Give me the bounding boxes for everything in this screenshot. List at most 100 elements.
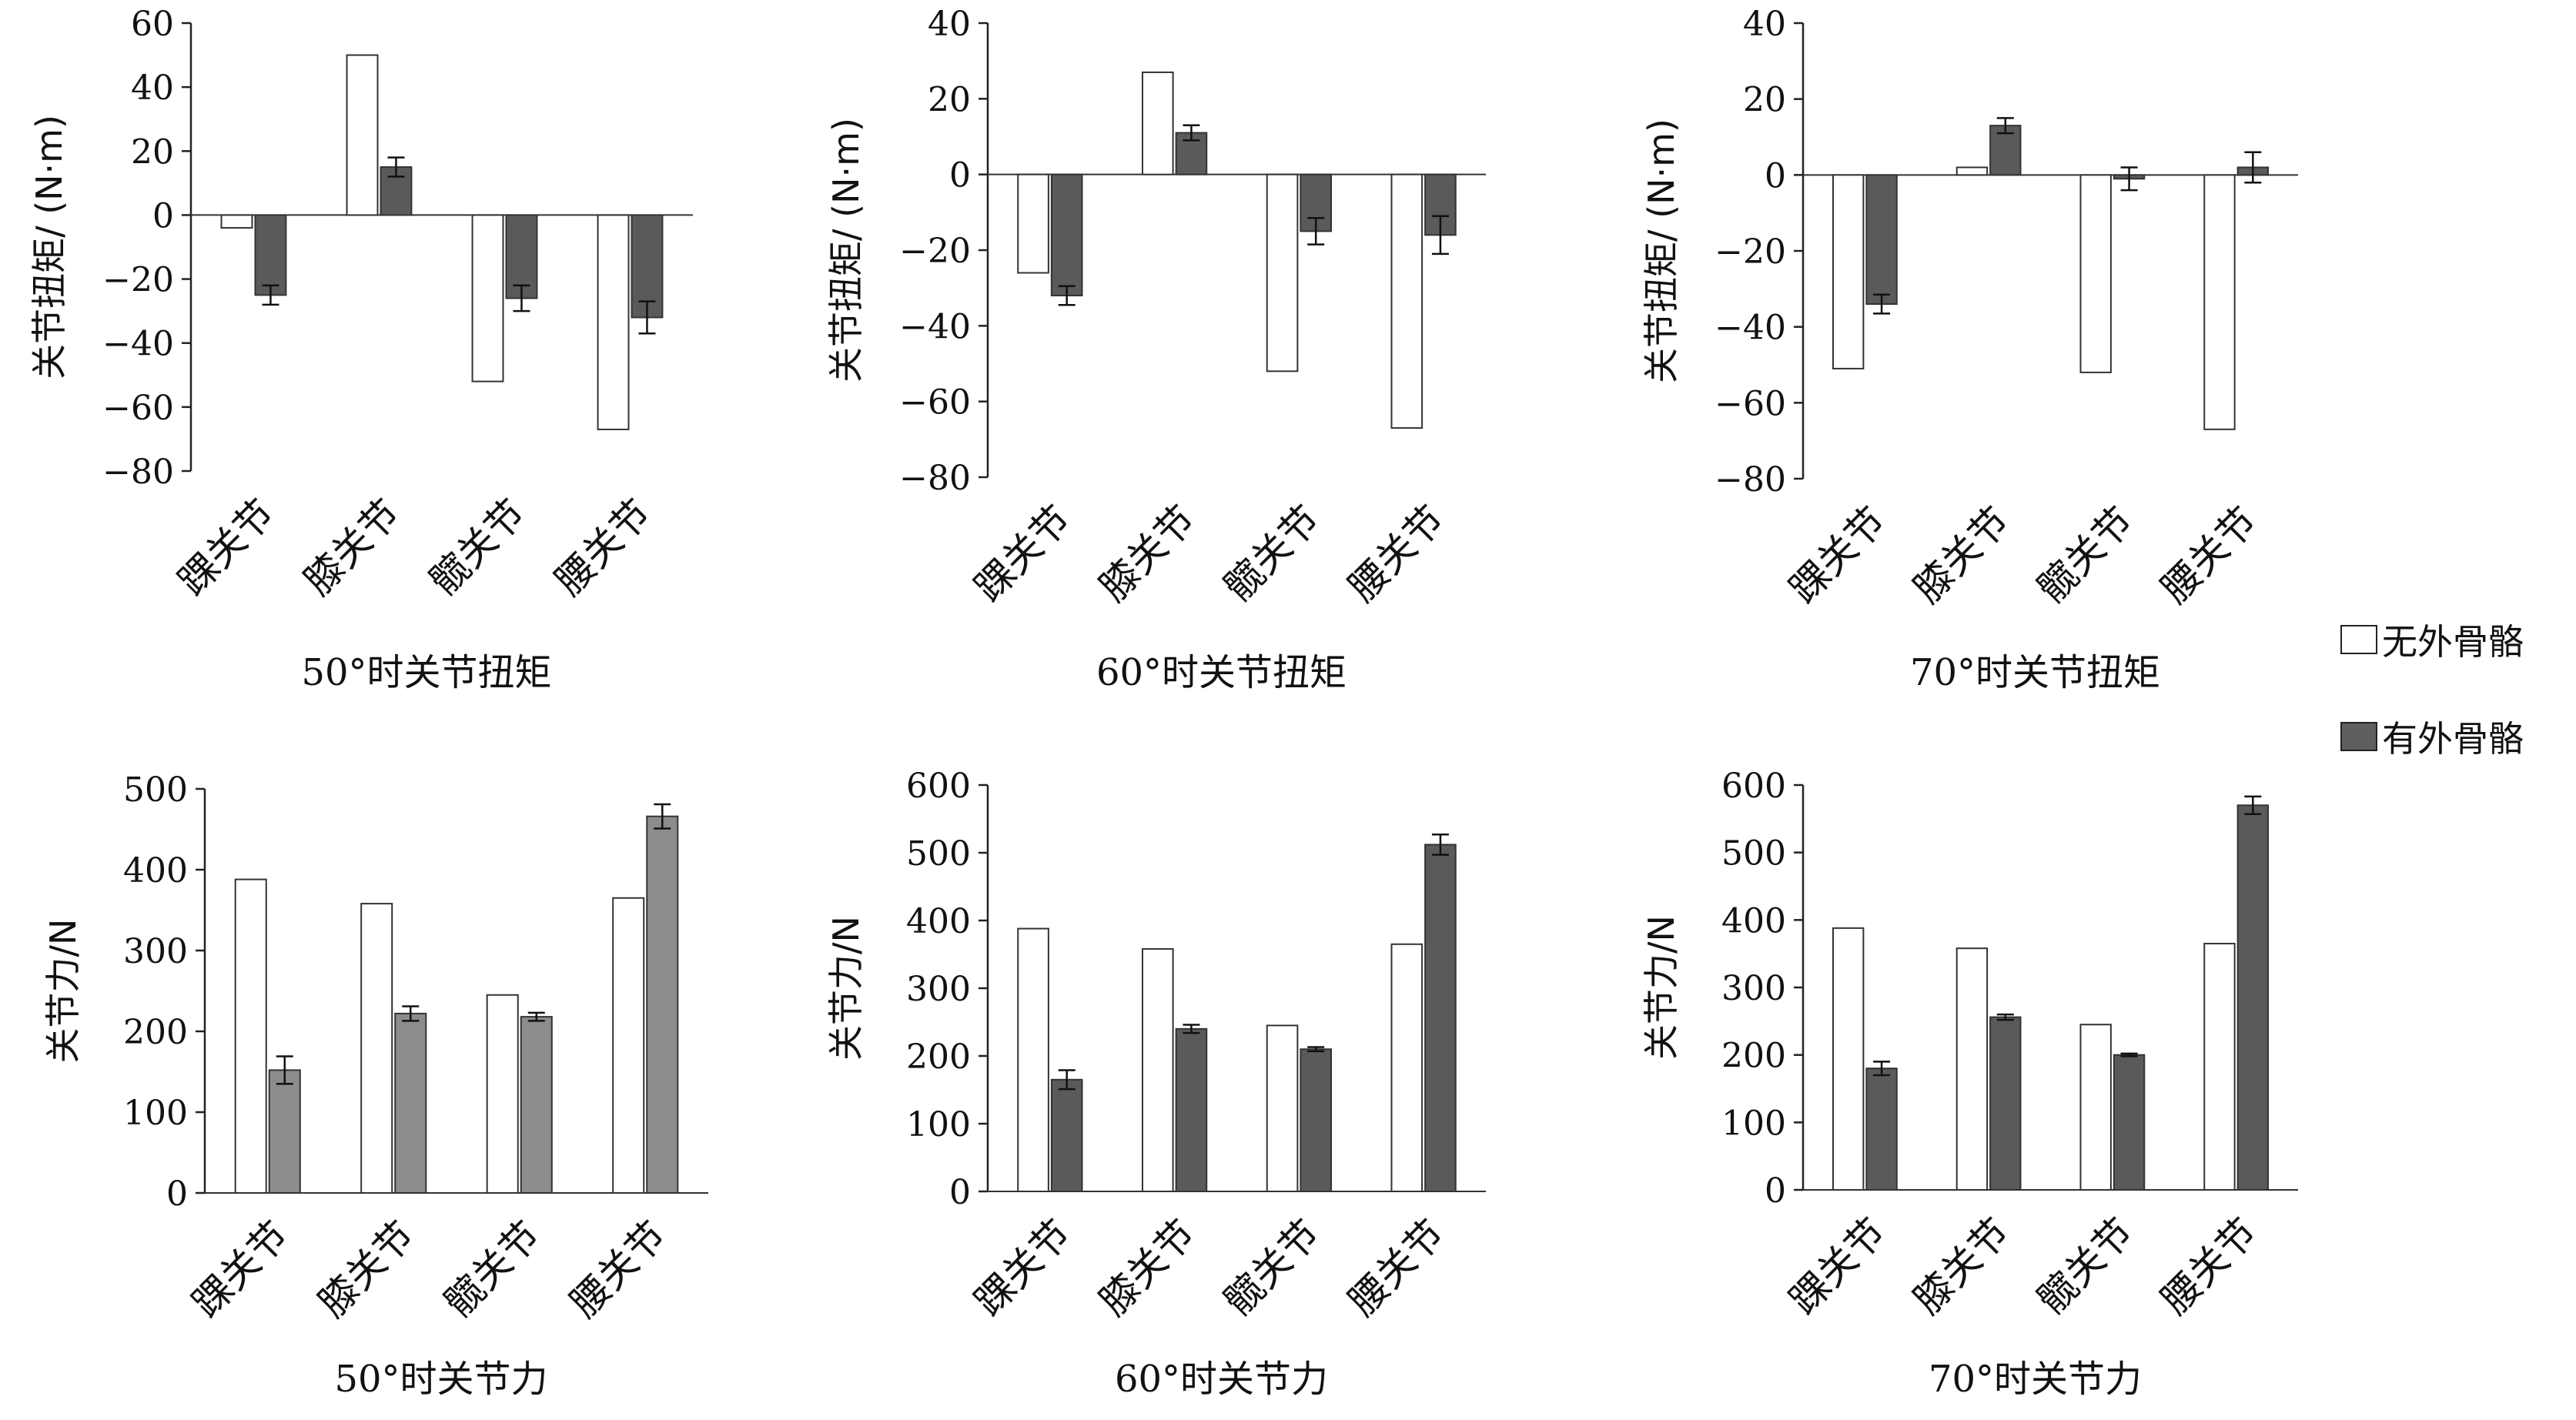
x-tick-label: 踝关节: [966, 1211, 1079, 1324]
x-tick-label: 踝关节: [184, 1212, 297, 1325]
y-tick-label: 100: [123, 1094, 188, 1133]
y-tick-label: −80: [102, 453, 174, 492]
y-tick-label: 40: [131, 68, 174, 108]
y-axis-label: 关节力/N: [1641, 915, 1682, 1060]
y-tick-label: 500: [123, 770, 188, 810]
legend-item-without: 无外骨骼: [2340, 614, 2524, 665]
bar-with-exoskeleton: [646, 815, 679, 1194]
bar-without-exoskeleton: [1141, 947, 1174, 1192]
bar-without-exoskeleton: [1266, 1024, 1299, 1193]
x-tick-label: 髋关节: [1216, 496, 1329, 610]
bar-without-exoskeleton: [1390, 943, 1423, 1193]
y-tick-label: 200: [1721, 1037, 1786, 1076]
chart-title: 50°时关节扭矩: [301, 651, 551, 694]
y-tick-label: 300: [1721, 969, 1786, 1008]
y-tick-label: 400: [906, 902, 971, 941]
y-tick-label: 0: [1765, 1171, 1786, 1211]
bar-with-exoskeleton: [2236, 804, 2270, 1191]
x-tick-label: 髋关节: [2029, 1209, 2142, 1322]
y-tick-label: 600: [906, 767, 971, 806]
bar-with-exoskeleton: [268, 1069, 301, 1194]
legend-swatch-with: [2340, 722, 2377, 751]
bar-with-exoskeleton: [520, 1016, 553, 1194]
chart-title: 70°时关节力: [1929, 1358, 2142, 1401]
bar-with-exoskeleton: [1050, 173, 1083, 296]
bar-without-exoskeleton: [1141, 71, 1174, 175]
y-tick-label: 20: [928, 80, 971, 119]
x-tick-label: 膝关节: [1091, 496, 1204, 610]
bar-without-exoskeleton: [1832, 927, 1865, 1191]
bar-with-exoskeleton: [1050, 1078, 1083, 1193]
bar-without-exoskeleton: [346, 54, 379, 216]
y-tick-label: 0: [949, 1173, 971, 1212]
y-tick-label: −20: [102, 261, 174, 300]
y-tick-label: −40: [899, 307, 971, 346]
bar-with-exoskeleton: [1865, 174, 1898, 306]
x-tick-label: 髋关节: [1216, 1211, 1329, 1324]
x-tick-label: 腰关节: [547, 490, 660, 603]
x-tick-label: 膝关节: [1905, 498, 2019, 611]
bar-without-exoskeleton: [2203, 943, 2236, 1191]
bar-without-exoskeleton: [612, 897, 645, 1194]
y-tick-label: 0: [166, 1174, 188, 1214]
bar-with-exoskeleton: [1175, 1027, 1208, 1193]
y-tick-label: −40: [102, 325, 174, 364]
chart-title: 50°时关节力: [334, 1358, 547, 1401]
x-tick-label: 踝关节: [966, 496, 1079, 610]
bar-without-exoskeleton: [234, 878, 267, 1194]
bar-with-exoskeleton: [254, 214, 287, 296]
bar-without-exoskeleton: [2203, 174, 2236, 430]
y-tick-label: 40: [928, 5, 971, 44]
y-tick-label: 500: [906, 834, 971, 874]
x-tick-label: 腰关节: [2153, 498, 2266, 611]
x-tick-label: 踝关节: [1781, 498, 1895, 611]
bar-without-exoskeleton: [1955, 947, 1989, 1191]
bar-with-exoskeleton: [394, 1012, 427, 1194]
y-tick-label: 40: [1743, 5, 1786, 44]
y-axis-label: 关节扭矩/ (N·m): [825, 118, 867, 383]
x-tick-label: 膝关节: [1905, 1209, 2019, 1322]
legend-swatch-without: [2340, 625, 2377, 654]
bar-without-exoskeleton: [1017, 927, 1049, 1193]
bar-with-exoskeleton: [380, 166, 413, 216]
bar-without-exoskeleton: [1266, 173, 1299, 373]
y-tick-label: 60: [131, 5, 174, 44]
y-tick-label: 600: [1721, 767, 1786, 806]
y-tick-label: 200: [123, 1013, 188, 1052]
y-tick-label: −20: [899, 232, 971, 271]
x-tick-label: 膝关节: [1091, 1211, 1204, 1324]
bar-without-exoskeleton: [360, 903, 393, 1194]
bar-with-exoskeleton: [1989, 1016, 2022, 1191]
y-tick-label: 200: [906, 1037, 971, 1077]
y-tick-label: 100: [1721, 1104, 1786, 1143]
y-axis-label: 关节力/N: [825, 916, 867, 1061]
y-axis-label: 关节力/N: [42, 919, 84, 1064]
chart-title: 70°时关节扭矩: [1910, 651, 2160, 694]
bar-with-exoskeleton: [631, 214, 664, 319]
x-tick-label: 踝关节: [170, 490, 283, 603]
y-tick-label: 300: [123, 932, 188, 971]
bar-without-exoskeleton: [2079, 174, 2112, 373]
x-tick-label: 髋关节: [421, 490, 534, 603]
x-tick-label: 髋关节: [436, 1212, 549, 1325]
x-tick-label: 腰关节: [562, 1212, 675, 1325]
x-tick-label: 膝关节: [296, 490, 409, 603]
y-tick-label: −40: [1715, 309, 1786, 348]
bar-with-exoskeleton: [1300, 1048, 1333, 1192]
y-tick-label: −60: [1715, 384, 1786, 423]
y-tick-label: 0: [1765, 156, 1786, 195]
bar-without-exoskeleton: [486, 994, 519, 1194]
x-tick-label: 踝关节: [1781, 1209, 1895, 1322]
bar-without-exoskeleton: [1017, 173, 1049, 274]
y-tick-label: 0: [152, 196, 174, 236]
x-tick-label: 腰关节: [2153, 1209, 2266, 1322]
y-tick-label: −60: [102, 389, 174, 428]
x-tick-label: 膝关节: [310, 1212, 423, 1325]
y-tick-label: −20: [1715, 232, 1786, 272]
bar-without-exoskeleton: [220, 214, 253, 229]
y-tick-label: −80: [1715, 460, 1786, 500]
bar-with-exoskeleton: [2113, 1054, 2146, 1191]
bar-with-exoskeleton: [1424, 844, 1457, 1192]
